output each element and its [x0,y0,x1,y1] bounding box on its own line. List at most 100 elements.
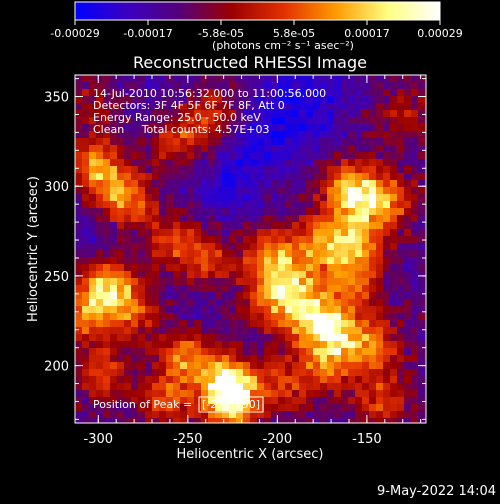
heatmap-cell [306,236,314,244]
heatmap-cell [257,194,265,202]
heatmap-cell [306,96,314,104]
heatmap-cell [397,264,405,272]
heatmap-cell [355,152,363,160]
heatmap-cell [376,138,384,146]
heatmap-cell [320,159,328,167]
heatmap-cell [103,257,111,265]
heatmap-cell [397,376,405,384]
heatmap-cell [131,418,139,423]
heatmap-cell [124,411,132,419]
heatmap-cell [131,243,139,251]
heatmap-cell [215,327,223,335]
heatmap-cell [299,110,307,118]
heatmap-cell [341,285,349,293]
heatmap-cell [320,229,328,237]
heatmap-cell [110,369,118,377]
heatmap-cell [145,271,153,279]
heatmap-cell [243,152,251,160]
heatmap-cell [138,201,146,209]
x-tick-label: -250 [173,432,203,447]
heatmap-cell [110,208,118,216]
heatmap-cell [236,138,244,146]
heatmap-cell [411,117,419,125]
heatmap-cell [159,159,167,167]
heatmap-cell [390,201,398,209]
heatmap-cell [341,278,349,286]
heatmap-cell [166,369,174,377]
heatmap-cell [194,383,202,391]
heatmap-cell [229,82,237,90]
heatmap-cell [292,299,300,307]
heatmap-cell [117,145,125,153]
heatmap-cell [271,376,279,384]
heatmap-cell [376,236,384,244]
heatmap-cell [376,201,384,209]
heatmap-cell [418,376,426,384]
heatmap-cell [145,110,153,118]
heatmap-cell [404,278,412,286]
heatmap-cell [145,145,153,153]
heatmap-cell [292,411,300,419]
heatmap-cell [327,236,335,244]
heatmap-cell [187,383,195,391]
heatmap-cell [390,96,398,104]
heatmap-cell [278,208,286,216]
heatmap-cell [103,299,111,307]
heatmap-cell [124,208,132,216]
heatmap-cell [362,264,370,272]
heatmap-cell [243,383,251,391]
heatmap-cell [390,173,398,181]
heatmap-cell [229,397,237,405]
heatmap-cell [418,348,426,356]
heatmap-cell [278,180,286,188]
heatmap-cell [173,264,181,272]
heatmap-cell [411,82,419,90]
heatmap-cell [243,117,251,125]
heatmap-cell [313,159,321,167]
heatmap-cell [96,187,104,195]
heatmap-cell [138,397,146,405]
heatmap-cell [138,96,146,104]
heatmap-cell [313,96,321,104]
heatmap-cell [152,264,160,272]
heatmap-cell [362,250,370,258]
heatmap-cell [292,110,300,118]
heatmap-cell [369,187,377,195]
heatmap-cell [376,124,384,132]
heatmap-cell [285,404,293,412]
heatmap-cell [362,348,370,356]
heatmap-cell [180,208,188,216]
heatmap-cell [348,243,356,251]
heatmap-cell [278,411,286,419]
heatmap-cell [320,257,328,265]
heatmap-cell [404,348,412,356]
heatmap-cell [243,173,251,181]
heatmap-cell [271,243,279,251]
heatmap-cell [187,376,195,384]
heatmap-cell [376,257,384,265]
heatmap-cell [236,215,244,223]
heatmap-cell [404,215,412,223]
heatmap-cell [117,418,125,423]
heatmap-cell [327,369,335,377]
heatmap-cell [313,194,321,202]
heatmap-cell [173,173,181,181]
heatmap-cell [96,117,104,125]
heatmap-cell [215,369,223,377]
heatmap-cell [306,397,314,405]
heatmap-cell [383,89,391,97]
heatmap-cell [173,96,181,104]
heatmap-cell [250,369,258,377]
heatmap-cell [418,75,426,83]
heatmap-cell [264,369,272,377]
heatmap-cell [369,201,377,209]
heatmap-cell [117,306,125,314]
heatmap-cell [418,194,426,202]
heatmap-cell [152,376,160,384]
heatmap-cell [138,362,146,370]
heatmap-cell [187,166,195,174]
heatmap-cell [159,264,167,272]
heatmap-cell [362,173,370,181]
heatmap-cell [152,166,160,174]
heatmap-cell [131,334,139,342]
